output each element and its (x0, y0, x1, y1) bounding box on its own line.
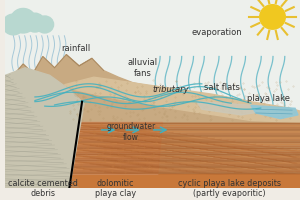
Polygon shape (5, 68, 84, 188)
Text: tributary: tributary (152, 85, 189, 94)
Circle shape (2, 14, 24, 35)
Polygon shape (5, 122, 300, 188)
Circle shape (25, 13, 45, 32)
Polygon shape (251, 105, 298, 119)
Polygon shape (69, 122, 163, 174)
Circle shape (36, 16, 54, 33)
Text: cyclic playa lake deposits
(partly evaporitic): cyclic playa lake deposits (partly evapo… (178, 179, 281, 198)
Circle shape (260, 5, 285, 29)
Text: dolomitic
playa clay: dolomitic playa clay (95, 179, 136, 198)
Text: alluvial
fans: alluvial fans (128, 58, 158, 78)
Text: playa lake: playa lake (247, 94, 290, 103)
Polygon shape (197, 102, 266, 115)
Text: calcite cemented
debris: calcite cemented debris (8, 179, 78, 198)
Text: evaporation: evaporation (191, 28, 242, 37)
Bar (5, 0, 300, 122)
Polygon shape (5, 55, 300, 188)
Text: salt flats: salt flats (203, 83, 239, 92)
Text: rainfall: rainfall (61, 44, 91, 53)
Text: groundwater
flow: groundwater flow (106, 122, 156, 142)
Polygon shape (64, 77, 300, 122)
Circle shape (11, 8, 36, 33)
